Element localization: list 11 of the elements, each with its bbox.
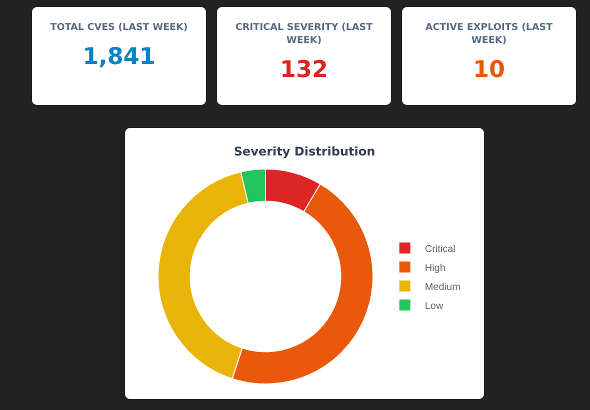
data-label: 132 bbox=[278, 57, 329, 83]
text: ACTIVE EXPLOITS (LAST WEEK) bbox=[424, 21, 554, 47]
legend-label: Critical bbox=[424, 244, 456, 255]
legend-label: High bbox=[424, 262, 446, 274]
text: TOTAL CVES (LAST WEEK) bbox=[49, 21, 189, 34]
data-label: 1,841 bbox=[82, 44, 156, 70]
data-label: 10 bbox=[472, 57, 506, 83]
chart-title: Severity Distribution bbox=[234, 144, 376, 158]
legend-label: Low bbox=[424, 300, 444, 312]
text: CRITICAL SEVERITY (LAST WEEK) bbox=[234, 21, 374, 47]
legend-label: Medium bbox=[424, 282, 460, 293]
